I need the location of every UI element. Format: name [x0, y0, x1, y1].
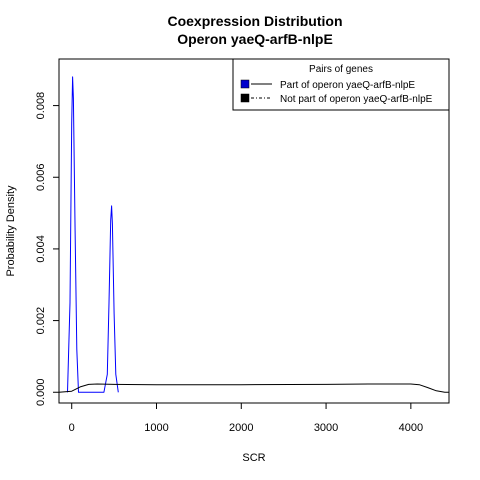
chart-title: Coexpression Distribution [167, 13, 342, 29]
y-tick-label: 0.002 [35, 307, 47, 335]
y-tick-label: 0.006 [35, 163, 47, 191]
y-axis: 0.000 0.002 0.004 0.006 0.008 [35, 92, 60, 406]
legend-title: Pairs of genes [309, 64, 373, 75]
legend: Pairs of genes Part of operon yaeQ-arfB-… [232, 58, 450, 111]
chart-subtitle: Operon yaeQ-arfB-nlpE [177, 31, 333, 47]
x-tick-label: 0 [69, 422, 75, 434]
plot-area [58, 58, 450, 404]
legend-label-not-part: Not part of operon yaeQ-arfB-nlpE [280, 94, 433, 105]
series-line-part-of-operon [67, 76, 119, 393]
y-tick-label: 0.000 [35, 378, 47, 406]
legend-label-part: Part of operon yaeQ-arfB-nlpE [280, 80, 415, 91]
series-line-not-part-of-operon [58, 383, 449, 393]
x-tick-label: 4000 [399, 422, 423, 434]
series-layer [58, 76, 449, 393]
legend-swatch-not-part [240, 93, 250, 103]
x-tick-label: 3000 [314, 422, 338, 434]
plot-frame [58, 58, 450, 404]
x-axis: 0 1000 2000 3000 4000 [69, 402, 423, 434]
y-axis-label: Probability Density [5, 185, 17, 277]
legend-swatch-part [240, 79, 250, 89]
x-tick-label: 2000 [229, 422, 253, 434]
x-tick-label: 1000 [144, 422, 168, 434]
x-axis-label: SCR [242, 452, 265, 464]
y-tick-label: 0.008 [35, 92, 47, 120]
y-tick-label: 0.004 [35, 235, 47, 263]
